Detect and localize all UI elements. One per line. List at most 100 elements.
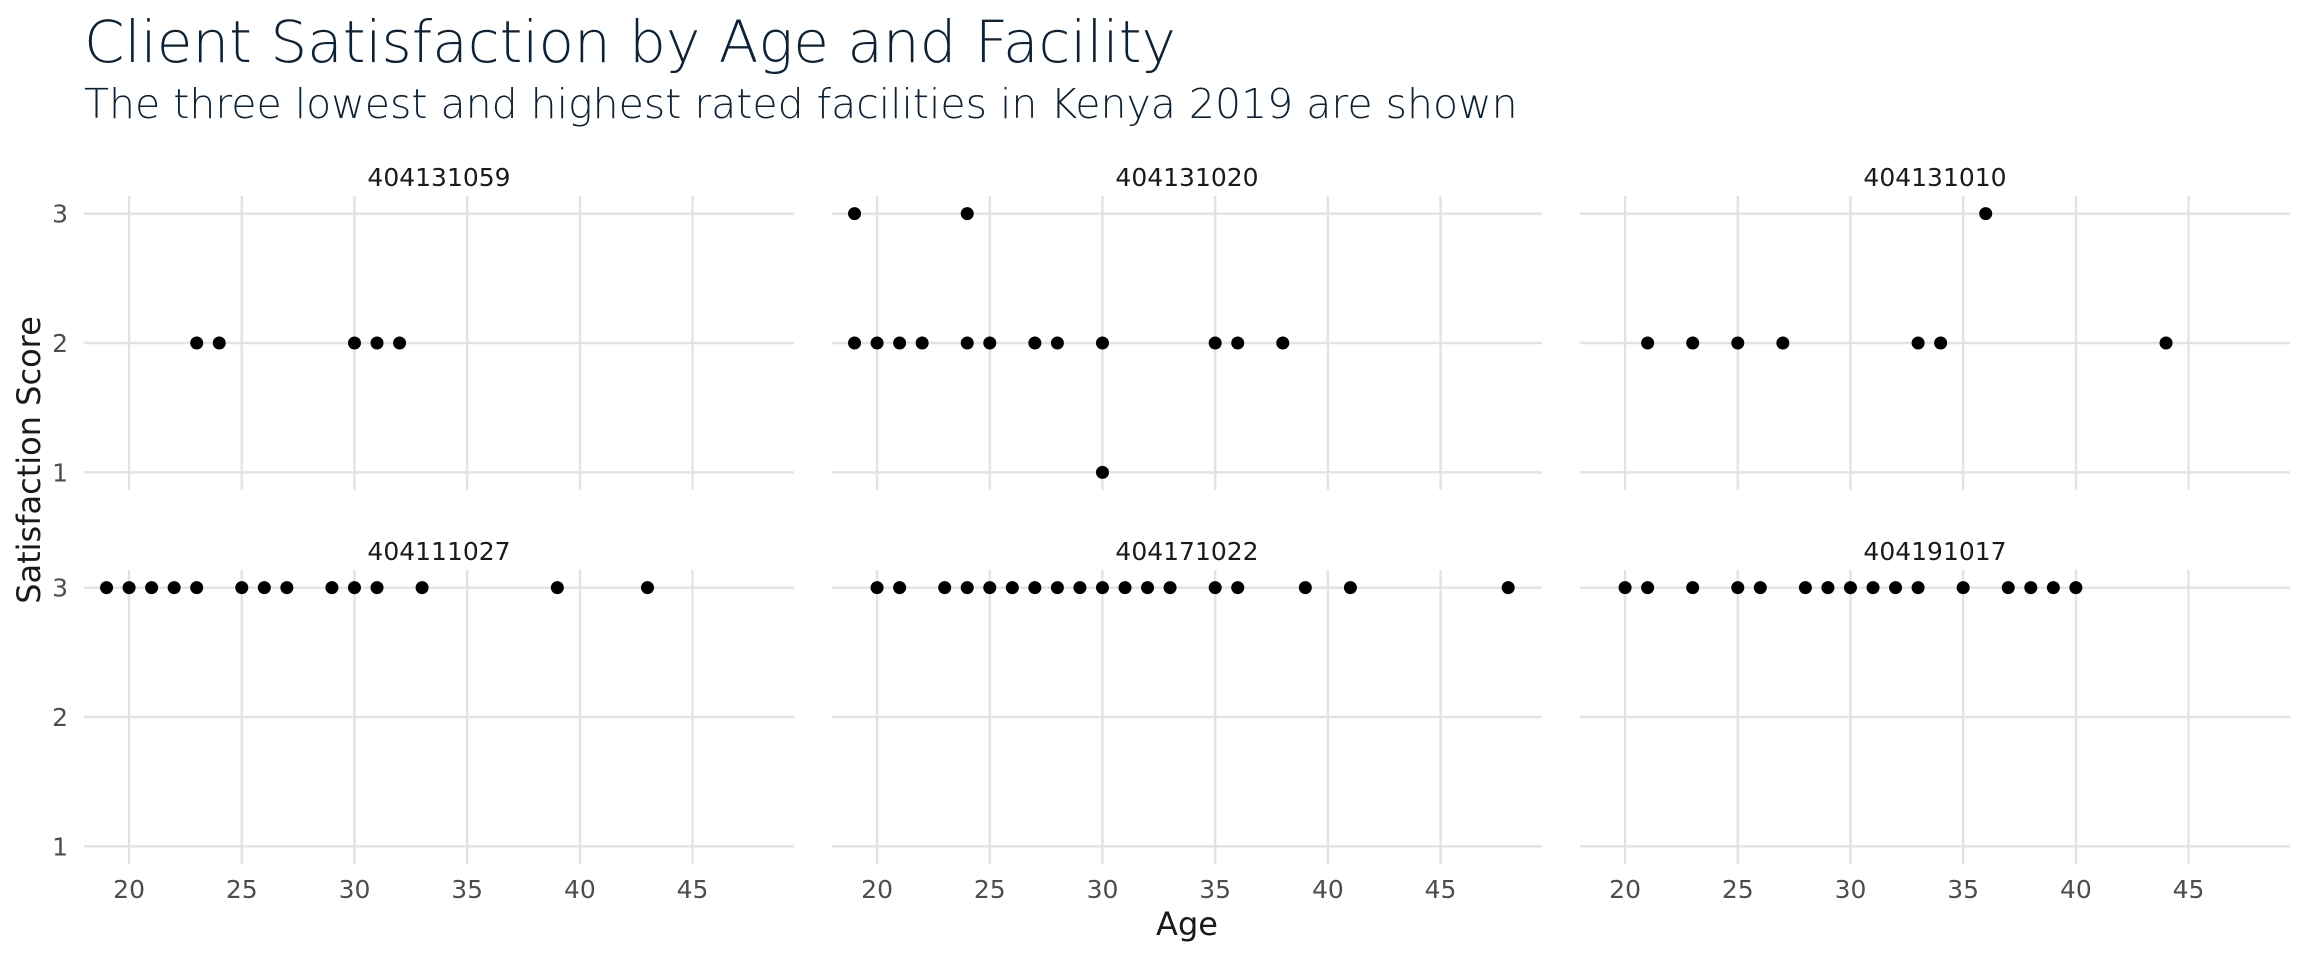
data-point (848, 207, 862, 221)
data-point (960, 336, 974, 350)
data-point (1618, 581, 1632, 595)
data-point (1231, 581, 1245, 595)
data-point (393, 336, 407, 350)
data-point (1934, 336, 1948, 350)
data-point (212, 336, 226, 350)
data-point (640, 581, 654, 595)
chart-subtitle: The three lowest and highest rated facil… (84, 80, 1518, 128)
data-point (1686, 336, 1700, 350)
data-point (983, 336, 997, 350)
data-point (1208, 336, 1222, 350)
data-point (1956, 581, 1970, 595)
data-point (1118, 581, 1132, 595)
facet-panel: 404131059 1 2 3 (52, 163, 794, 490)
data-point (1073, 581, 1087, 595)
y-tick-label: 1 (52, 458, 68, 487)
facet-label: 404131020 (1115, 163, 1258, 192)
data-point (1005, 581, 1019, 595)
data-point (1798, 581, 1812, 595)
data-point (1641, 336, 1655, 350)
data-point (257, 581, 271, 595)
facet-label: 404111027 (367, 537, 510, 566)
data-point (370, 336, 384, 350)
y-tick-label: 2 (52, 329, 68, 358)
data-point (370, 581, 384, 595)
data-point (893, 581, 907, 595)
data-point (2024, 581, 2038, 595)
data-point (1731, 581, 1745, 595)
data-point (870, 581, 884, 595)
facet-panel: 404131010 (1580, 163, 2290, 490)
data-point (325, 581, 339, 595)
facet-label: 404131010 (1863, 163, 2006, 192)
data-point (1753, 581, 1767, 595)
x-tick-label: 20 (861, 875, 893, 904)
x-tick-label: 45 (1425, 875, 1457, 904)
facet-label: 404131059 (367, 163, 510, 192)
data-point (960, 581, 974, 595)
x-tick-label: 35 (1947, 875, 1979, 904)
data-point (1095, 336, 1109, 350)
data-point (1866, 581, 1880, 595)
data-point (1731, 336, 1745, 350)
x-tick-label: 35 (1199, 875, 1231, 904)
data-point (1028, 336, 1042, 350)
data-point (122, 581, 136, 595)
data-point (167, 581, 181, 595)
data-point (347, 336, 361, 350)
data-point (1641, 581, 1655, 595)
facet-panel: 404131020 (832, 163, 1542, 490)
data-point (1911, 336, 1925, 350)
y-axis-label: Satisfaction Score (10, 316, 48, 604)
data-point (1343, 581, 1357, 595)
data-point (2069, 581, 2083, 595)
data-point (1911, 581, 1925, 595)
x-tick-label: 45 (2173, 875, 2205, 904)
data-point (1843, 581, 1857, 595)
data-point (1276, 336, 1290, 350)
facet-panel: 404111027 1 2 3 20 25 30 35 40 45 (52, 537, 794, 904)
y-tick-label: 3 (52, 200, 68, 229)
x-tick-label: 30 (1087, 875, 1119, 904)
y-tick-label: 3 (52, 574, 68, 603)
data-point (893, 336, 907, 350)
data-point (2159, 336, 2173, 350)
data-point (145, 581, 159, 595)
x-tick-label: 20 (1609, 875, 1641, 904)
data-point (550, 581, 564, 595)
x-tick-label: 20 (113, 875, 145, 904)
data-point (1050, 336, 1064, 350)
x-tick-label: 25 (974, 875, 1006, 904)
data-point (1776, 336, 1790, 350)
data-point (960, 207, 974, 221)
data-point (870, 336, 884, 350)
data-point (1095, 581, 1109, 595)
data-point (1028, 581, 1042, 595)
x-axis-label: Age (1156, 905, 1218, 943)
data-point (1501, 581, 1515, 595)
data-point (1889, 581, 1903, 595)
x-tick-label: 30 (339, 875, 371, 904)
data-point (1141, 581, 1155, 595)
facet-panel: 404171022 20 25 30 35 40 45 (832, 537, 1542, 904)
x-tick-label: 35 (451, 875, 483, 904)
data-point (1050, 581, 1064, 595)
data-point (415, 581, 429, 595)
data-point (347, 581, 361, 595)
data-point (848, 336, 862, 350)
y-tick-label: 1 (52, 832, 68, 861)
data-point (190, 336, 204, 350)
data-point (280, 581, 294, 595)
x-tick-label: 40 (2060, 875, 2092, 904)
data-point (915, 336, 929, 350)
facet-panel: 404191017 20 25 30 35 40 45 (1580, 537, 2290, 904)
data-point (2046, 581, 2060, 595)
data-point (1231, 336, 1245, 350)
x-tick-label: 30 (1835, 875, 1867, 904)
data-point (100, 581, 114, 595)
data-point (1821, 581, 1835, 595)
data-point (1298, 581, 1312, 595)
facet-panels: 404131059 1 2 3 404131020 404131010 404111027 1… (52, 163, 2290, 904)
data-point (2001, 581, 2015, 595)
